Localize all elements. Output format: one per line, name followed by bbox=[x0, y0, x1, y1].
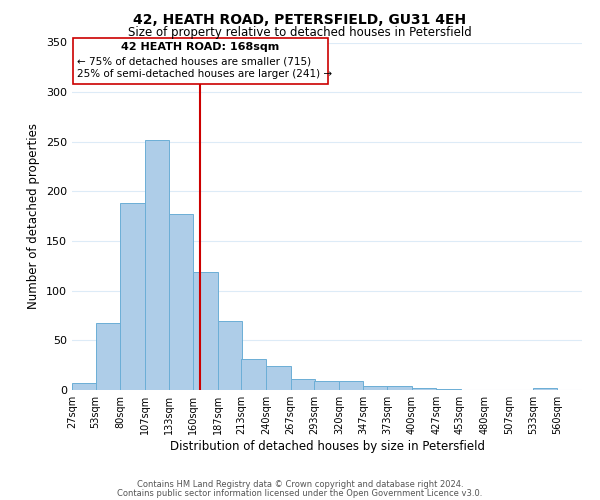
Bar bbox=[218, 320, 242, 390]
Text: Size of property relative to detached houses in Petersfield: Size of property relative to detached ho… bbox=[128, 26, 472, 39]
Bar bbox=[412, 388, 436, 390]
Bar bbox=[290, 379, 315, 390]
Bar bbox=[533, 388, 557, 390]
Bar bbox=[169, 214, 193, 390]
Text: Contains public sector information licensed under the Open Government Licence v3: Contains public sector information licen… bbox=[118, 488, 482, 498]
Bar bbox=[145, 140, 169, 390]
Bar bbox=[314, 381, 339, 390]
Bar bbox=[436, 389, 461, 390]
Bar bbox=[120, 204, 145, 390]
Text: 25% of semi-detached houses are larger (241) →: 25% of semi-detached houses are larger (… bbox=[77, 70, 332, 80]
Text: 42, HEATH ROAD, PETERSFIELD, GU31 4EH: 42, HEATH ROAD, PETERSFIELD, GU31 4EH bbox=[133, 12, 467, 26]
Text: Contains HM Land Registry data © Crown copyright and database right 2024.: Contains HM Land Registry data © Crown c… bbox=[137, 480, 463, 489]
Bar bbox=[193, 272, 218, 390]
Y-axis label: Number of detached properties: Number of detached properties bbox=[28, 123, 40, 309]
Text: 42 HEATH ROAD: 168sqm: 42 HEATH ROAD: 168sqm bbox=[121, 42, 280, 52]
Bar bbox=[266, 366, 290, 390]
Bar bbox=[387, 386, 412, 390]
FancyBboxPatch shape bbox=[73, 38, 328, 84]
X-axis label: Distribution of detached houses by size in Petersfield: Distribution of detached houses by size … bbox=[170, 440, 485, 453]
Text: ← 75% of detached houses are smaller (715): ← 75% of detached houses are smaller (71… bbox=[77, 56, 311, 66]
Bar bbox=[72, 383, 97, 390]
Bar bbox=[95, 324, 120, 390]
Bar bbox=[364, 386, 388, 390]
Bar bbox=[241, 359, 266, 390]
Bar bbox=[339, 381, 364, 390]
